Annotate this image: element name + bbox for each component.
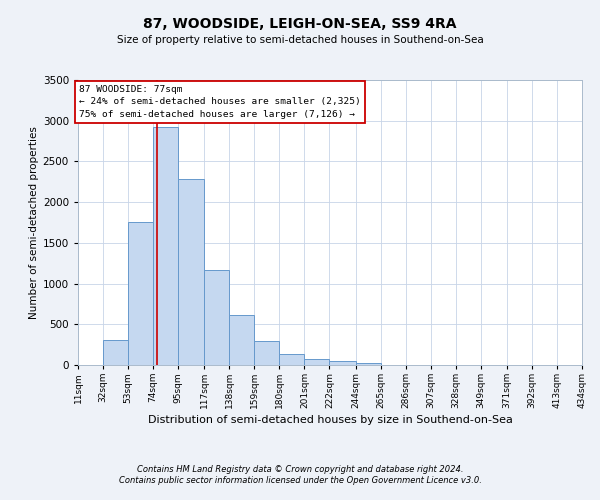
Bar: [280, 354, 304, 365]
Y-axis label: Number of semi-detached properties: Number of semi-detached properties: [29, 126, 38, 319]
Bar: [229, 316, 254, 365]
Text: Contains HM Land Registry data © Crown copyright and database right 2024.: Contains HM Land Registry data © Crown c…: [137, 465, 463, 474]
Text: Size of property relative to semi-detached houses in Southend-on-Sea: Size of property relative to semi-detach…: [116, 35, 484, 45]
Bar: [153, 127, 178, 365]
Bar: [178, 178, 204, 365]
Bar: [204, 270, 229, 365]
Bar: [128, 222, 153, 365]
Bar: [103, 340, 128, 365]
Text: 87 WOODSIDE: 77sqm
← 24% of semi-detached houses are smaller (2,325)
75% of semi: 87 WOODSIDE: 77sqm ← 24% of semi-detache…: [79, 85, 361, 119]
Text: 87, WOODSIDE, LEIGH-ON-SEA, SS9 4RA: 87, WOODSIDE, LEIGH-ON-SEA, SS9 4RA: [143, 18, 457, 32]
Bar: [254, 342, 280, 365]
Bar: [356, 363, 380, 365]
X-axis label: Distribution of semi-detached houses by size in Southend-on-Sea: Distribution of semi-detached houses by …: [148, 416, 512, 426]
Bar: [304, 359, 329, 365]
Bar: [329, 361, 356, 365]
Text: Contains public sector information licensed under the Open Government Licence v3: Contains public sector information licen…: [119, 476, 481, 485]
